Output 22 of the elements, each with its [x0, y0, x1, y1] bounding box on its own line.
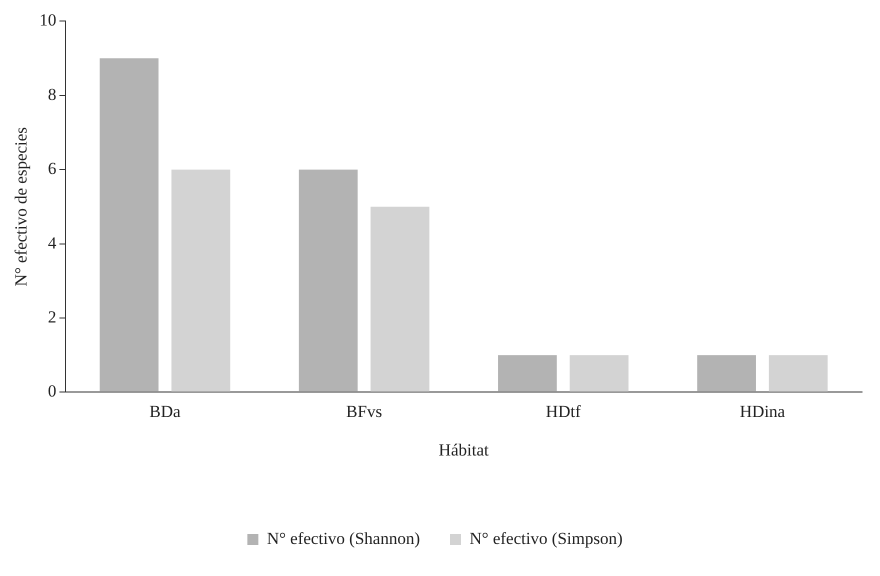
- bar: [768, 355, 828, 392]
- legend-label: N° efectivo (Simpson): [469, 528, 623, 548]
- x-tick-label: BFvs: [346, 402, 382, 421]
- bar: [171, 170, 230, 392]
- x-tick-label: HDtf: [546, 402, 582, 421]
- legend-label: N° efectivo (Shannon): [266, 528, 420, 548]
- y-tick-label: 10: [39, 10, 56, 30]
- bar: [570, 355, 629, 392]
- y-tick-label: 2: [48, 307, 56, 326]
- y-tick-label: 4: [48, 233, 57, 252]
- x-tick-label: BDa: [149, 402, 182, 421]
- bar: [370, 206, 430, 392]
- y-axis-title: N° efectivo de especies: [12, 127, 31, 286]
- y-tick-label: 0: [48, 382, 56, 401]
- bar: [498, 355, 557, 392]
- bar: [697, 355, 756, 392]
- bar: [100, 58, 159, 392]
- y-tick-label: 6: [48, 159, 56, 178]
- bar: [298, 170, 358, 392]
- x-tick-label: HDina: [740, 402, 786, 421]
- x-axis-title: Hábitat: [438, 440, 489, 460]
- y-tick-label: 8: [48, 84, 56, 104]
